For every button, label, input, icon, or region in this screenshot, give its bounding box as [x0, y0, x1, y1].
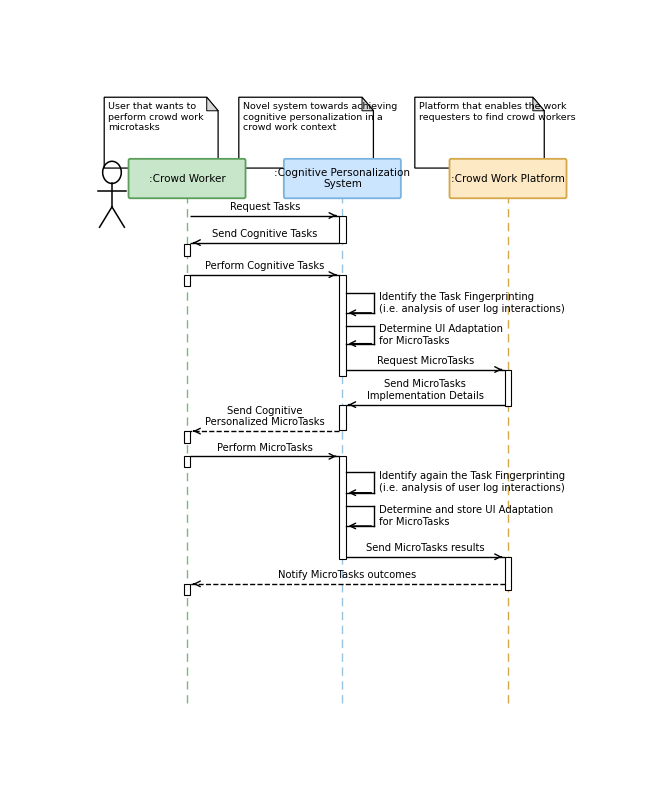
Text: Perform MicroTasks: Perform MicroTasks: [216, 442, 313, 453]
Bar: [184, 244, 190, 256]
Bar: [339, 456, 346, 559]
Bar: [184, 274, 190, 286]
Text: :Crowd Work Platform: :Crowd Work Platform: [451, 174, 565, 183]
Text: Request Tasks: Request Tasks: [230, 202, 300, 212]
Text: Identify again the Task Fingerprinting
(i.e. analysis of user log interactions): Identify again the Task Fingerprinting (…: [379, 471, 566, 493]
Bar: [184, 584, 190, 595]
Text: Determine UI Adaptation
for MicroTasks: Determine UI Adaptation for MicroTasks: [379, 324, 504, 346]
Bar: [184, 431, 190, 443]
Text: User that wants to
perform crowd work
microtasks: User that wants to perform crowd work mi…: [108, 102, 204, 132]
Polygon shape: [206, 98, 218, 110]
Polygon shape: [533, 98, 544, 110]
Text: Identify the Task Fingerprinting
(i.e. analysis of user log interactions): Identify the Task Fingerprinting (i.e. a…: [379, 292, 565, 314]
Text: Send MicroTasks results: Send MicroTasks results: [366, 543, 484, 553]
Bar: [504, 370, 512, 406]
Polygon shape: [415, 98, 544, 168]
FancyBboxPatch shape: [284, 159, 401, 198]
Text: Platform that enables the work
requesters to find crowd workers: Platform that enables the work requester…: [419, 102, 576, 122]
Text: Novel system towards achieving
cognitive personalization in a
crowd work context: Novel system towards achieving cognitive…: [243, 102, 397, 132]
Polygon shape: [362, 98, 373, 110]
Polygon shape: [239, 98, 373, 168]
FancyBboxPatch shape: [128, 159, 246, 198]
Text: :Crowd Worker: :Crowd Worker: [149, 174, 225, 183]
Bar: [339, 274, 346, 376]
Text: Determine and store UI Adaptation
for MicroTasks: Determine and store UI Adaptation for Mi…: [379, 506, 554, 527]
Bar: [339, 405, 346, 430]
Text: Send MicroTasks
Implementation Details: Send MicroTasks Implementation Details: [367, 379, 484, 401]
Bar: [184, 456, 190, 467]
Bar: [339, 215, 346, 242]
Polygon shape: [104, 98, 218, 168]
Bar: [504, 557, 512, 590]
Text: :Cognitive Personalization
System: :Cognitive Personalization System: [275, 168, 410, 190]
Text: Send Cognitive
Personalized MicroTasks: Send Cognitive Personalized MicroTasks: [205, 406, 325, 427]
Text: Send Cognitive Tasks: Send Cognitive Tasks: [212, 229, 317, 239]
Text: Request MicroTasks: Request MicroTasks: [377, 356, 474, 366]
FancyBboxPatch shape: [450, 159, 566, 198]
Text: Perform Cognitive Tasks: Perform Cognitive Tasks: [205, 261, 325, 271]
Text: Notify MicroTasks outcomes: Notify MicroTasks outcomes: [279, 570, 417, 580]
